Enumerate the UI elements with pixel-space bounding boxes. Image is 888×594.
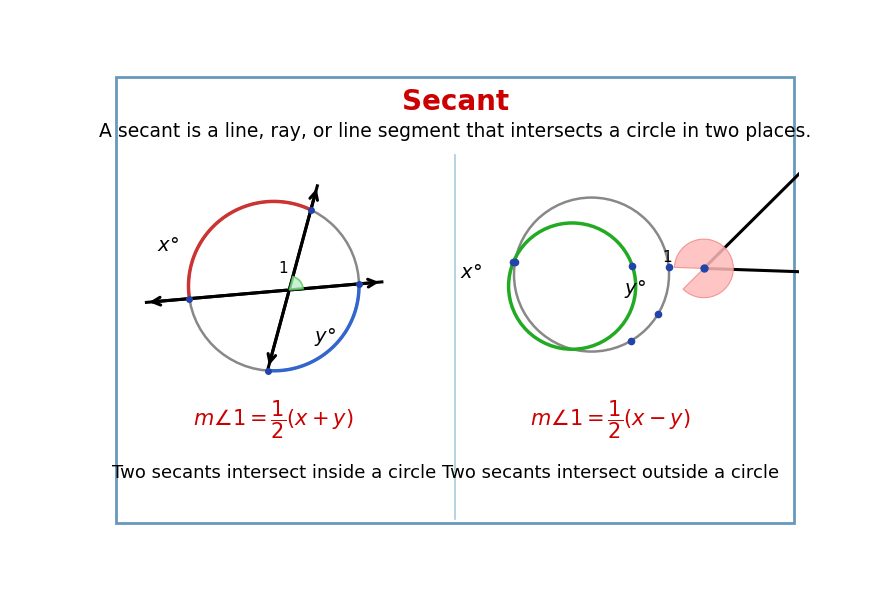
FancyBboxPatch shape <box>116 77 794 523</box>
Text: $x\degree$: $x\degree$ <box>157 236 179 255</box>
Wedge shape <box>675 239 733 298</box>
Text: Secant: Secant <box>401 89 509 116</box>
Text: Two secants intersect outside a circle: Two secants intersect outside a circle <box>441 465 779 482</box>
Text: $x\degree$: $x\degree$ <box>460 263 481 282</box>
Text: $m\angle 1=\dfrac{1}{2}(x-y)$: $m\angle 1=\dfrac{1}{2}(x-y)$ <box>530 398 691 441</box>
Wedge shape <box>289 277 303 290</box>
Text: Two secants intersect inside a circle: Two secants intersect inside a circle <box>112 465 436 482</box>
Text: $m\angle 1=\dfrac{1}{2}(x+y)$: $m\angle 1=\dfrac{1}{2}(x+y)$ <box>194 398 354 441</box>
Text: $y\degree$: $y\degree$ <box>314 326 336 347</box>
Text: $y\degree$: $y\degree$ <box>624 278 646 300</box>
Text: 1: 1 <box>278 261 288 276</box>
Text: A secant is a line, ray, or line segment that intersects a circle in two places.: A secant is a line, ray, or line segment… <box>99 122 812 141</box>
Text: 1: 1 <box>662 250 671 266</box>
